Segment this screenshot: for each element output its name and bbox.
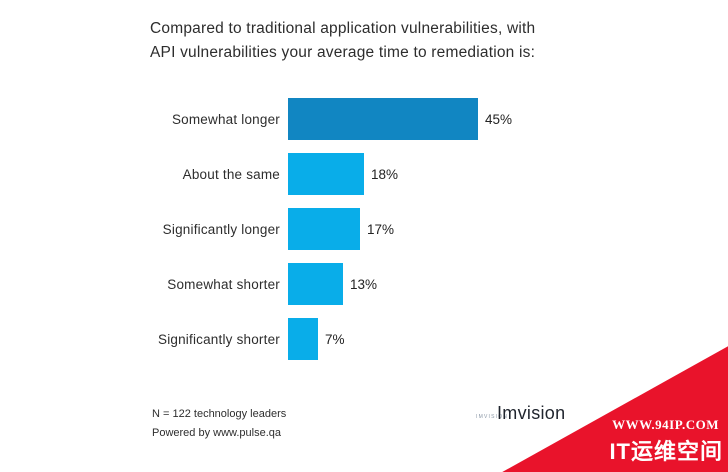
bar-area: 17% (288, 208, 394, 250)
bar-value: 18% (371, 166, 399, 182)
imvision-wordmark: Imvision (497, 403, 566, 423)
bar (288, 263, 343, 305)
bar-area: 13% (288, 263, 377, 305)
chart-title: Compared to traditional application vuln… (150, 17, 620, 65)
watermark-site-name: IT运维空间 (609, 439, 723, 464)
bar-area: 45% (288, 98, 512, 140)
watermark-url: WWW.94IP.COM (612, 417, 719, 432)
bar-label: Significantly shorter (157, 331, 280, 347)
chart-row: About the same 18% (85, 153, 512, 195)
bar-label: Significantly longer (162, 221, 280, 237)
bar-value: 7% (325, 331, 345, 347)
bar-chart: Somewhat longer 45% About the same 18% Signi… (85, 98, 512, 373)
powered-by-note: Powered by www.pulse.qa (152, 427, 282, 439)
footer-notes: N = 122 technology leaders Powered by ww… (152, 405, 286, 443)
bar (288, 318, 318, 360)
bar-value: 13% (350, 276, 378, 292)
bar-label: Somewhat shorter (167, 276, 280, 292)
bar-label: Somewhat longer (171, 111, 280, 127)
chart-row: Significantly shorter 7% (85, 318, 512, 360)
bar-label: About the same (182, 166, 280, 182)
chart-row: Significantly longer 17% (85, 208, 512, 250)
chart-title-line2: API vulnerabilities your average time to… (150, 44, 536, 61)
bar (288, 153, 364, 195)
bar-value: 17% (367, 221, 395, 237)
chart-title-line1: Compared to traditional application vuln… (150, 20, 536, 37)
bar-area: 7% (288, 318, 345, 360)
bar (288, 98, 478, 140)
chart-row: Somewhat shorter 13% (85, 263, 512, 305)
sample-size-note: N = 122 technology leaders (152, 408, 287, 420)
chart-row: Somewhat longer 45% (85, 98, 512, 140)
bar-value: 45% (485, 111, 513, 127)
imvision-logo-icon: IMVISION (476, 414, 509, 420)
bar-area: 18% (288, 153, 398, 195)
bar (288, 208, 360, 250)
